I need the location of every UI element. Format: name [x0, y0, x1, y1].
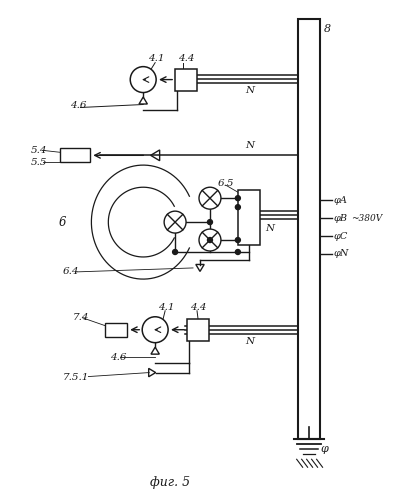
Text: N: N — [265, 224, 274, 232]
Bar — [298, 19, 320, 440]
Text: 4.4: 4.4 — [190, 304, 207, 312]
Text: N: N — [245, 86, 254, 95]
Text: 5.4: 5.4 — [31, 146, 47, 155]
Text: φN: φN — [334, 250, 349, 258]
Bar — [60, 148, 90, 162]
Text: N: N — [245, 141, 254, 150]
Circle shape — [235, 196, 240, 200]
Circle shape — [235, 204, 240, 210]
Circle shape — [130, 66, 156, 92]
Text: 7.5.1: 7.5.1 — [62, 373, 89, 382]
Text: 4.6: 4.6 — [71, 101, 87, 110]
Circle shape — [235, 238, 240, 242]
Text: ~380V: ~380V — [351, 214, 383, 222]
Circle shape — [208, 238, 212, 242]
Bar — [175, 68, 197, 90]
Circle shape — [199, 229, 221, 251]
Circle shape — [172, 250, 178, 254]
Text: 4.6: 4.6 — [110, 353, 127, 362]
Text: 6: 6 — [58, 216, 66, 228]
Text: φA: φA — [334, 196, 347, 204]
Text: 4.1: 4.1 — [158, 304, 174, 312]
Circle shape — [208, 220, 212, 224]
Text: 4.4: 4.4 — [178, 54, 195, 63]
Text: 6.5: 6.5 — [218, 178, 235, 188]
Text: φB: φB — [334, 214, 347, 222]
Bar — [187, 319, 209, 340]
Text: фиг. 5: фиг. 5 — [150, 476, 190, 488]
Bar — [238, 190, 260, 245]
Circle shape — [142, 317, 168, 342]
Text: 7.4: 7.4 — [73, 314, 89, 322]
Circle shape — [164, 211, 186, 233]
Text: φC: φC — [334, 232, 348, 240]
Text: 5.5: 5.5 — [31, 158, 47, 167]
Text: N: N — [245, 337, 254, 346]
Text: 6.4: 6.4 — [62, 268, 79, 276]
Text: φ: φ — [321, 444, 328, 454]
Text: 4.1: 4.1 — [148, 54, 165, 63]
Text: 8: 8 — [324, 24, 331, 34]
Circle shape — [235, 250, 240, 254]
Circle shape — [199, 187, 221, 209]
Bar — [105, 322, 127, 336]
